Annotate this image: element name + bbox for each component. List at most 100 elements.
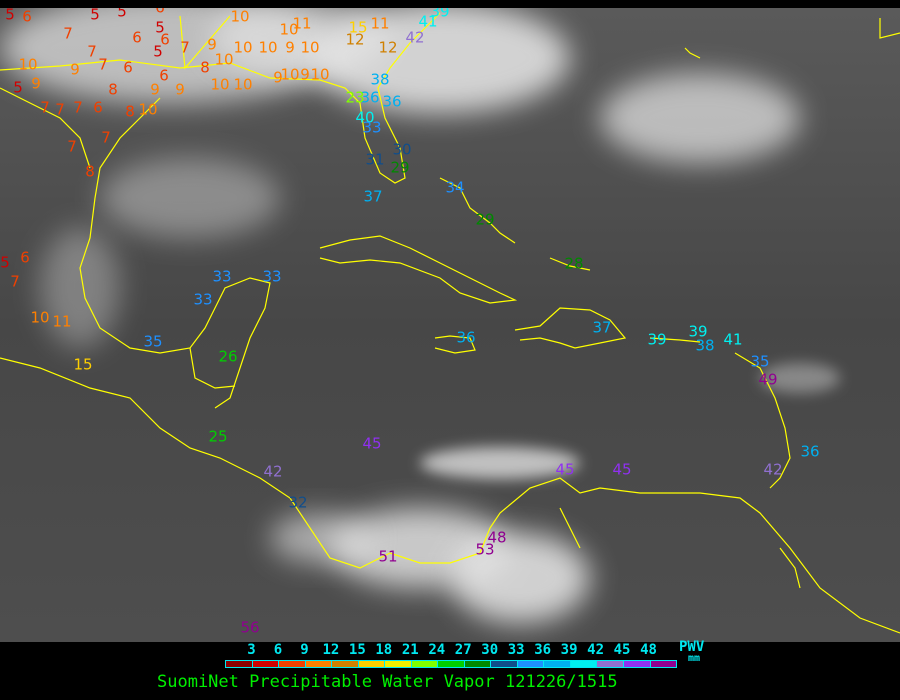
station-pwv-value: 10 (233, 38, 253, 57)
station-pwv-value: 38 (370, 70, 390, 89)
station-pwv-value: 30 (392, 140, 412, 159)
station-pwv-value: 42 (405, 28, 425, 47)
station-pwv-value: 31 (365, 150, 385, 169)
station-pwv-value: 51 (378, 547, 398, 566)
station-pwv-value: 25 (208, 427, 228, 446)
station-pwv-value: 15 (73, 355, 93, 374)
station-pwv-value: 11 (292, 14, 312, 33)
station-pwv-value: 10 (18, 55, 38, 74)
station-pwv-value: 10 (214, 50, 234, 69)
station-pwv-value: 5 (90, 8, 100, 24)
legend-swatch (411, 661, 439, 667)
station-pwv-value: 8 (125, 102, 135, 121)
legend-swatch (305, 661, 333, 667)
station-pwv-value: 7 (63, 24, 73, 43)
station-pwv-value: 38 (695, 336, 715, 355)
legend-tick: 15 (348, 642, 366, 658)
station-pwv-value: 36 (456, 328, 476, 347)
station-pwv-value: 6 (22, 8, 32, 26)
station-pwv-value: 10 (258, 38, 278, 57)
station-pwv-value: 9 (175, 80, 185, 99)
station-pwv-value: 6 (20, 248, 30, 267)
map-title: SuomiNet Precipitable Water Vapor 121226… (157, 672, 618, 692)
station-pwv-value: 6 (160, 30, 170, 49)
station-pwv-value: 39 (647, 330, 667, 349)
legend-swatch (570, 661, 598, 667)
station-pwv-value: 10 (30, 308, 50, 327)
station-pwv-value: 7 (87, 42, 97, 61)
station-pwv-value: 36 (800, 442, 820, 461)
station-pwv-value: 26 (218, 347, 238, 366)
map-layer (0, 8, 900, 642)
station-pwv-value: 35 (143, 332, 163, 351)
station-pwv-value: 49 (758, 370, 778, 389)
station-pwv-value: 36 (360, 88, 380, 107)
legend-tick: 12 (322, 642, 340, 658)
station-pwv-value: 33 (362, 118, 382, 137)
legend-swatch (279, 661, 306, 667)
station-pwv-value: 48 (487, 528, 507, 547)
station-pwv-value: 5 (5, 8, 15, 24)
station-pwv-value: 5 (155, 18, 165, 37)
color-legend: 3 6 9 12 15 18 21 24 27 30 33 36 39 42 45 48 PWV mm Suo… (0, 639, 900, 700)
legend-swatch (252, 661, 280, 667)
station-pwv-value: 37 (592, 318, 612, 337)
station-pwv-value: 5 (153, 42, 163, 61)
station-pwv-value: 12 (345, 30, 365, 49)
legend-color-bar (225, 660, 677, 668)
station-pwv-value: 56 (240, 618, 260, 637)
station-pwv-value: 9 (150, 80, 160, 99)
station-pwv-value: 10 (280, 65, 300, 84)
station-pwv-value: 29 (390, 158, 410, 177)
station-pwv-value: 12 (378, 38, 398, 57)
station-pwv-value: 7 (67, 137, 77, 156)
station-pwv-value: 9 (207, 35, 217, 54)
station-pwv-value: 53 (475, 540, 495, 559)
legend-tick: 39 (560, 642, 578, 658)
legend-swatch (332, 661, 359, 667)
legend-swatch (544, 661, 571, 667)
station-pwv-value: 8 (200, 58, 210, 77)
station-pwv-value: 15 (348, 18, 368, 37)
station-pwv-value: 32 (288, 493, 308, 512)
station-pwv-value: 42 (763, 460, 783, 479)
station-pwv-value: 11 (52, 312, 72, 331)
legend-tick: 45 (613, 642, 631, 658)
station-pwv-value: 10 (310, 65, 330, 84)
legend-swatch (438, 661, 465, 667)
station-pwv-value: 35 (750, 352, 770, 371)
station-pwv-value: 7 (10, 272, 20, 291)
station-pwv-value: 37 (363, 187, 383, 206)
station-pwv-value: 9 (70, 60, 80, 79)
legend-tick: 24 (428, 642, 446, 658)
station-pwv-value: 40 (355, 108, 375, 127)
station-pwv-value: 7 (98, 55, 108, 74)
legend-swatch (597, 661, 624, 667)
station-pwv-value: 8 (85, 162, 95, 181)
station-pwv-value: 33 (212, 267, 232, 286)
station-pwv-value: 45 (612, 460, 632, 479)
station-pwv-value: 28 (564, 254, 584, 273)
legend-swatch (226, 661, 253, 667)
legend-swatch (517, 661, 545, 667)
legend-swatch (491, 661, 518, 667)
station-pwv-value: 6 (132, 28, 142, 47)
station-pwv-value: 9 (300, 65, 310, 84)
station-pwv-value: 29 (475, 210, 495, 229)
legend-swatch (385, 661, 412, 667)
legend-tick: 33 (507, 642, 525, 658)
station-pwv-value: 6 (123, 58, 133, 77)
station-pwv-value: 7 (73, 98, 83, 117)
station-pwv-value: 39 (688, 322, 708, 341)
cloud-cover (0, 8, 840, 623)
legend-label: PWV (679, 639, 705, 655)
station-pwv-value: 5 (0, 253, 10, 272)
station-pwv-value: 10 (279, 20, 299, 39)
legend-tick: 30 (481, 642, 499, 658)
satellite-map: 5655657766579101010910111015111212413942… (0, 8, 900, 642)
legend-swatch (464, 661, 492, 667)
legend-swatch (650, 661, 677, 667)
station-pwv-value: 9 (31, 74, 41, 93)
station-pwv-value: 34 (445, 178, 465, 197)
station-pwv-value: 45 (362, 434, 382, 453)
